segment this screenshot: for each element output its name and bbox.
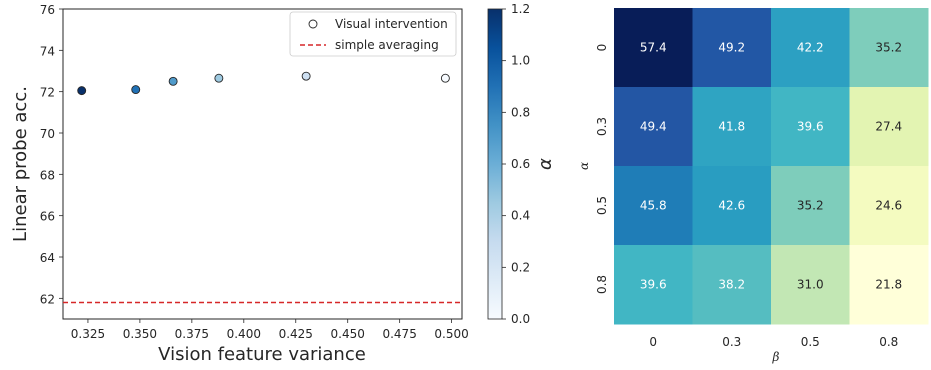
scatter-point [77, 86, 87, 96]
scatter-chart: 0.325 0.350 0.375 0.400 0.425 0.450 0.475 0.500… [10, 2, 556, 365]
colorbar-ticks: 0.0 0.2 0.4 0.6 0.8 1.0 1.2 [502, 2, 530, 326]
heatmap-cell [849, 8, 929, 88]
scatter-legend: Visual intervention simple averaging [289, 11, 457, 57]
scatter-point [131, 85, 141, 95]
scatter-x-tick-label: 0.325 [71, 327, 105, 341]
colorbar-tick-label: 0.0 [511, 312, 530, 326]
scatter-x-ticks: 0.325 0.350 0.375 0.400 0.425 0.450 0.475 0.500 [71, 319, 469, 341]
heatmap-x-tick-label: 0.5 [801, 335, 820, 349]
heatmap-y-tick-label: 0.5 [595, 196, 609, 215]
heatmap-x-tick-label: 0.8 [879, 335, 898, 349]
scatter-points [77, 71, 450, 96]
scatter-point [440, 73, 450, 83]
heatmap-x-axis-label: β [772, 350, 780, 364]
legend-frame [289, 11, 457, 57]
heatmap-x-ticks: 0 0.3 0.5 0.8 [649, 335, 898, 349]
heatmap-cell-label: 57.4 [640, 41, 667, 55]
scatter-x-tick-label: 0.400 [227, 327, 261, 341]
heatmap-y-ticks: 0 0.3 0.5 0.8 [595, 44, 609, 294]
scatter-y-tick-label: 64 [40, 251, 55, 265]
scatter-x-axis-label: Vision feature variance [158, 344, 366, 365]
heatmap-cell [614, 8, 693, 88]
heatmap-cell [849, 166, 929, 246]
scatter-x-tick-label: 0.375 [175, 327, 209, 341]
heatmap-cell [771, 87, 850, 167]
heatmap-x-tick-label: 0 [649, 335, 657, 349]
heatmap-cell-label: 49.4 [640, 120, 667, 134]
heatmap-chart: 57.4 49.2 42.2 35.2 49.4 41.8 39.6 27.4 45.8 42.6… [577, 8, 929, 364]
heatmap-cell [849, 87, 929, 167]
heatmap-cell-label: 38.2 [718, 278, 745, 292]
heatmap-cell-label: 39.6 [640, 278, 667, 292]
scatter-y-tick-label: 68 [40, 168, 55, 182]
heatmap-y-axis-label: α [577, 162, 591, 170]
scatter-x-tick-label: 0.350 [123, 327, 157, 341]
heatmap-cell [771, 8, 850, 88]
legend-label-simple-averaging: simple averaging [335, 38, 439, 52]
scatter-x-tick-label: 0.475 [382, 327, 416, 341]
scatter-y-tick-label: 72 [40, 86, 55, 100]
heatmap-cell-label: 41.8 [718, 120, 745, 134]
legend-label-visual-intervention: Visual intervention [335, 17, 448, 31]
colorbar-tick-label: 1.0 [511, 54, 530, 68]
heatmap-cell [692, 245, 772, 325]
scatter-x-tick-label: 0.425 [279, 327, 313, 341]
scatter-point [168, 76, 178, 86]
heatmap-cell [614, 166, 693, 246]
scatter-y-tick-label: 74 [40, 44, 55, 58]
heatmap-cell-label: 31.0 [797, 278, 824, 292]
heatmap-cell [692, 87, 772, 167]
colorbar-tick-label: 0.4 [511, 209, 530, 223]
heatmap-cell-label: 49.2 [718, 41, 745, 55]
heatmap-y-tick-label: 0.3 [595, 117, 609, 136]
scatter-y-tick-label: 76 [40, 3, 55, 17]
colorbar: 0.0 0.2 0.4 0.6 0.8 1.0 1.2 α [487, 2, 556, 326]
scatter-y-ticks: 62 64 66 68 70 72 74 76 [40, 3, 63, 306]
scatter-y-tick-label: 66 [40, 210, 55, 224]
heatmap-cell-label: 24.6 [875, 199, 902, 213]
colorbar-gradient [487, 8, 503, 320]
colorbar-label: α [535, 158, 556, 170]
heatmap-y-tick-label: 0.8 [595, 275, 609, 294]
heatmap-cell [614, 245, 693, 325]
scatter-point [214, 73, 224, 83]
heatmap-cells: 57.4 49.2 42.2 35.2 49.4 41.8 39.6 27.4 45.8 42.6… [614, 8, 929, 325]
colorbar-tick-label: 0.8 [511, 105, 530, 119]
scatter-y-tick-label: 62 [40, 292, 55, 306]
heatmap-cell-label: 21.8 [875, 278, 902, 292]
heatmap-cell-label: 39.6 [797, 120, 824, 134]
heatmap-cell [692, 8, 772, 88]
scatter-y-axis-label: Linear probe acc. [10, 86, 31, 242]
scatter-plot-area [62, 8, 463, 320]
heatmap-cell-label: 35.2 [875, 41, 902, 55]
heatmap-cell [692, 166, 772, 246]
colorbar-tick-label: 1.2 [511, 2, 530, 16]
heatmap-cell-label: 42.6 [718, 199, 745, 213]
colorbar-tick-label: 0.2 [511, 260, 530, 274]
legend-marker-visual-intervention [308, 19, 318, 29]
heatmap-cell [849, 245, 929, 325]
heatmap-y-tick-label: 0 [595, 44, 609, 52]
heatmap-cell-label: 45.8 [640, 199, 667, 213]
heatmap-cell [614, 87, 693, 167]
heatmap-cell [771, 166, 850, 246]
scatter-x-tick-label: 0.450 [331, 327, 365, 341]
heatmap-cell-label: 42.2 [797, 41, 824, 55]
heatmap-cell [771, 245, 850, 325]
heatmap-cell-label: 35.2 [797, 199, 824, 213]
scatter-y-tick-label: 70 [40, 127, 55, 141]
scatter-x-tick-label: 0.500 [434, 327, 468, 341]
colorbar-tick-label: 0.6 [511, 157, 530, 171]
heatmap-cell-label: 27.4 [875, 120, 902, 134]
heatmap-x-tick-label: 0.3 [722, 335, 741, 349]
scatter-point [301, 71, 311, 81]
